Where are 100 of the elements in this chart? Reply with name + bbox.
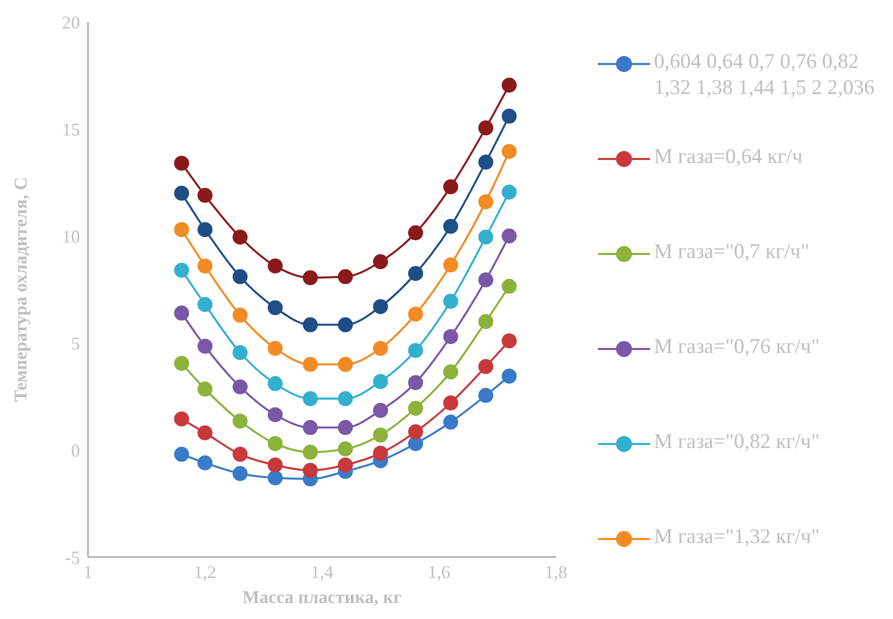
point — [373, 374, 388, 390]
point — [338, 269, 353, 284]
x-tick-label: 1 — [84, 562, 92, 582]
point — [338, 356, 353, 372]
point — [373, 402, 388, 418]
point — [174, 446, 190, 462]
point — [232, 466, 248, 482]
y-tick-label: 15 — [62, 119, 80, 140]
point — [268, 470, 283, 486]
point — [232, 446, 248, 462]
point — [373, 254, 388, 270]
point — [502, 78, 517, 93]
x-tick-label: 1,4 — [310, 562, 334, 582]
point — [268, 340, 283, 356]
point — [478, 230, 494, 245]
point — [268, 407, 283, 422]
point — [174, 186, 190, 201]
x-axis-title: Масса пластика, кг — [242, 587, 402, 607]
legend-label: 0,604 0,64 0,7 0,76 0,82 1,32 1,38 1,44 1,5 2 2,036 — [654, 48, 876, 100]
point — [232, 345, 248, 360]
point — [408, 424, 424, 440]
point — [198, 222, 212, 238]
point — [502, 368, 517, 384]
x-tick-label: 1,2 — [194, 562, 216, 582]
y-tick-label: 20 — [62, 12, 80, 32]
point — [338, 317, 353, 332]
point — [174, 156, 190, 171]
point — [338, 441, 353, 456]
point — [502, 278, 517, 294]
point — [268, 300, 283, 316]
point — [198, 258, 212, 274]
point — [408, 375, 424, 390]
point — [443, 395, 458, 410]
point — [443, 414, 458, 430]
point — [443, 329, 458, 344]
point — [408, 400, 424, 416]
x-tick-label: 1,8 — [544, 562, 568, 582]
point — [302, 391, 318, 406]
point — [268, 376, 283, 392]
point — [302, 317, 318, 332]
y-tick-label: 10 — [62, 226, 80, 246]
point — [302, 444, 318, 460]
point — [268, 258, 283, 274]
point — [302, 356, 318, 372]
y-tick-label: 0 — [71, 440, 80, 460]
point — [408, 342, 424, 358]
point — [232, 308, 248, 323]
point — [478, 120, 494, 136]
point — [373, 446, 388, 461]
legend-label: М газа="0,76 кг/ч" — [654, 333, 820, 359]
point — [478, 359, 494, 374]
point — [373, 428, 388, 443]
point — [478, 388, 494, 403]
x-tick-label: 1,6 — [428, 562, 450, 582]
legend-label: М газа="1,32 кг/ч" — [654, 523, 820, 549]
point — [174, 222, 190, 238]
y-tick-label: 5 — [71, 333, 80, 354]
point — [443, 364, 458, 380]
point — [502, 144, 517, 159]
point — [502, 184, 517, 200]
point — [443, 257, 458, 272]
point — [302, 462, 318, 478]
point — [198, 455, 212, 470]
legend-label: М газа="0,7 кг/ч" — [654, 238, 810, 264]
point — [174, 356, 190, 371]
point — [174, 306, 190, 321]
point — [408, 306, 424, 322]
point — [232, 230, 248, 245]
point — [373, 299, 388, 314]
point — [232, 414, 248, 429]
point — [302, 420, 318, 436]
legend-label: М газа="0,82 кг/ч" — [654, 428, 820, 454]
point — [443, 294, 458, 309]
y-axis-title: Температура охладителя, С — [10, 177, 30, 402]
point — [302, 270, 318, 286]
point — [443, 218, 458, 234]
point — [408, 266, 424, 281]
point — [198, 338, 212, 354]
point — [174, 262, 190, 278]
point — [232, 269, 248, 284]
point — [443, 179, 458, 194]
point — [373, 340, 388, 356]
point — [408, 225, 424, 240]
point — [232, 379, 248, 394]
y-tick-label: -5 — [65, 547, 80, 568]
point — [198, 425, 212, 440]
point — [198, 188, 212, 203]
point — [478, 194, 494, 210]
legend-label: М газа=0,64 кг/ч — [654, 143, 803, 169]
point — [338, 391, 353, 406]
point — [502, 333, 517, 348]
point — [198, 382, 212, 397]
point — [478, 314, 494, 330]
point — [268, 457, 283, 472]
point — [502, 108, 517, 124]
point — [338, 420, 353, 436]
point — [478, 272, 494, 288]
point — [174, 411, 190, 426]
point — [268, 436, 283, 452]
point — [338, 457, 353, 472]
